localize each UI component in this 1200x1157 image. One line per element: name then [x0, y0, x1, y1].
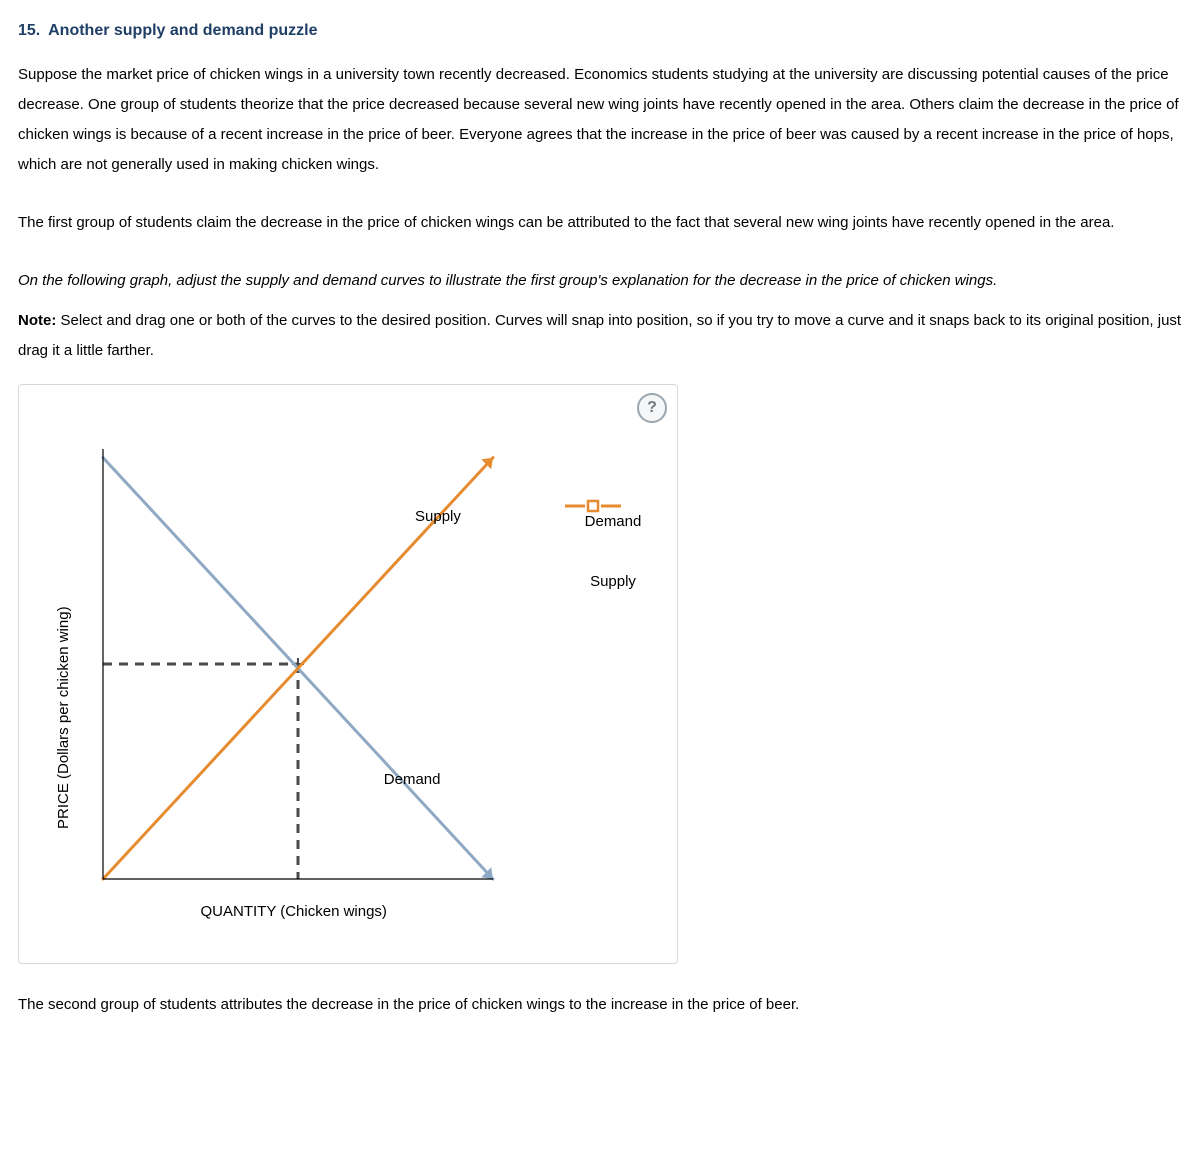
paragraph-footer: The second group of students attributes …	[18, 990, 1182, 1020]
question-number: 15.	[18, 22, 40, 39]
graph-canvas: PRICE (Dollars per chicken wing) QUANTIT…	[23, 389, 673, 959]
question-heading: 15. Another supply and demand puzzle	[18, 20, 1182, 42]
paragraph-1: Suppose the market price of chicken wing…	[18, 60, 1182, 180]
note-label: Note:	[18, 312, 56, 329]
legend-supply-label: Supply	[563, 567, 663, 597]
y-axis-label: PRICE (Dollars per chicken wing)	[49, 607, 79, 830]
note-text: Note: Select and drag one or both of the…	[18, 306, 1182, 366]
instruction-text: On the following graph, adjust the suppl…	[18, 266, 1182, 296]
demand-curve-label: Demand	[384, 765, 441, 795]
note-body: Select and drag one or both of the curve…	[18, 312, 1181, 359]
legend-supply-icon	[563, 499, 623, 513]
chart-svg	[23, 389, 673, 959]
question-title: Another supply and demand puzzle	[48, 22, 317, 39]
graph-panel: ? PRICE (Dollars per chicken wing) QUANT…	[18, 384, 678, 964]
paragraph-2: The first group of students claim the de…	[18, 208, 1182, 238]
legend-supply[interactable]: Supply	[563, 567, 663, 597]
supply-curve-label: Supply	[415, 502, 461, 532]
legend: Demand Supply	[563, 499, 663, 627]
x-axis-label: QUANTITY (Chicken wings)	[201, 897, 387, 927]
